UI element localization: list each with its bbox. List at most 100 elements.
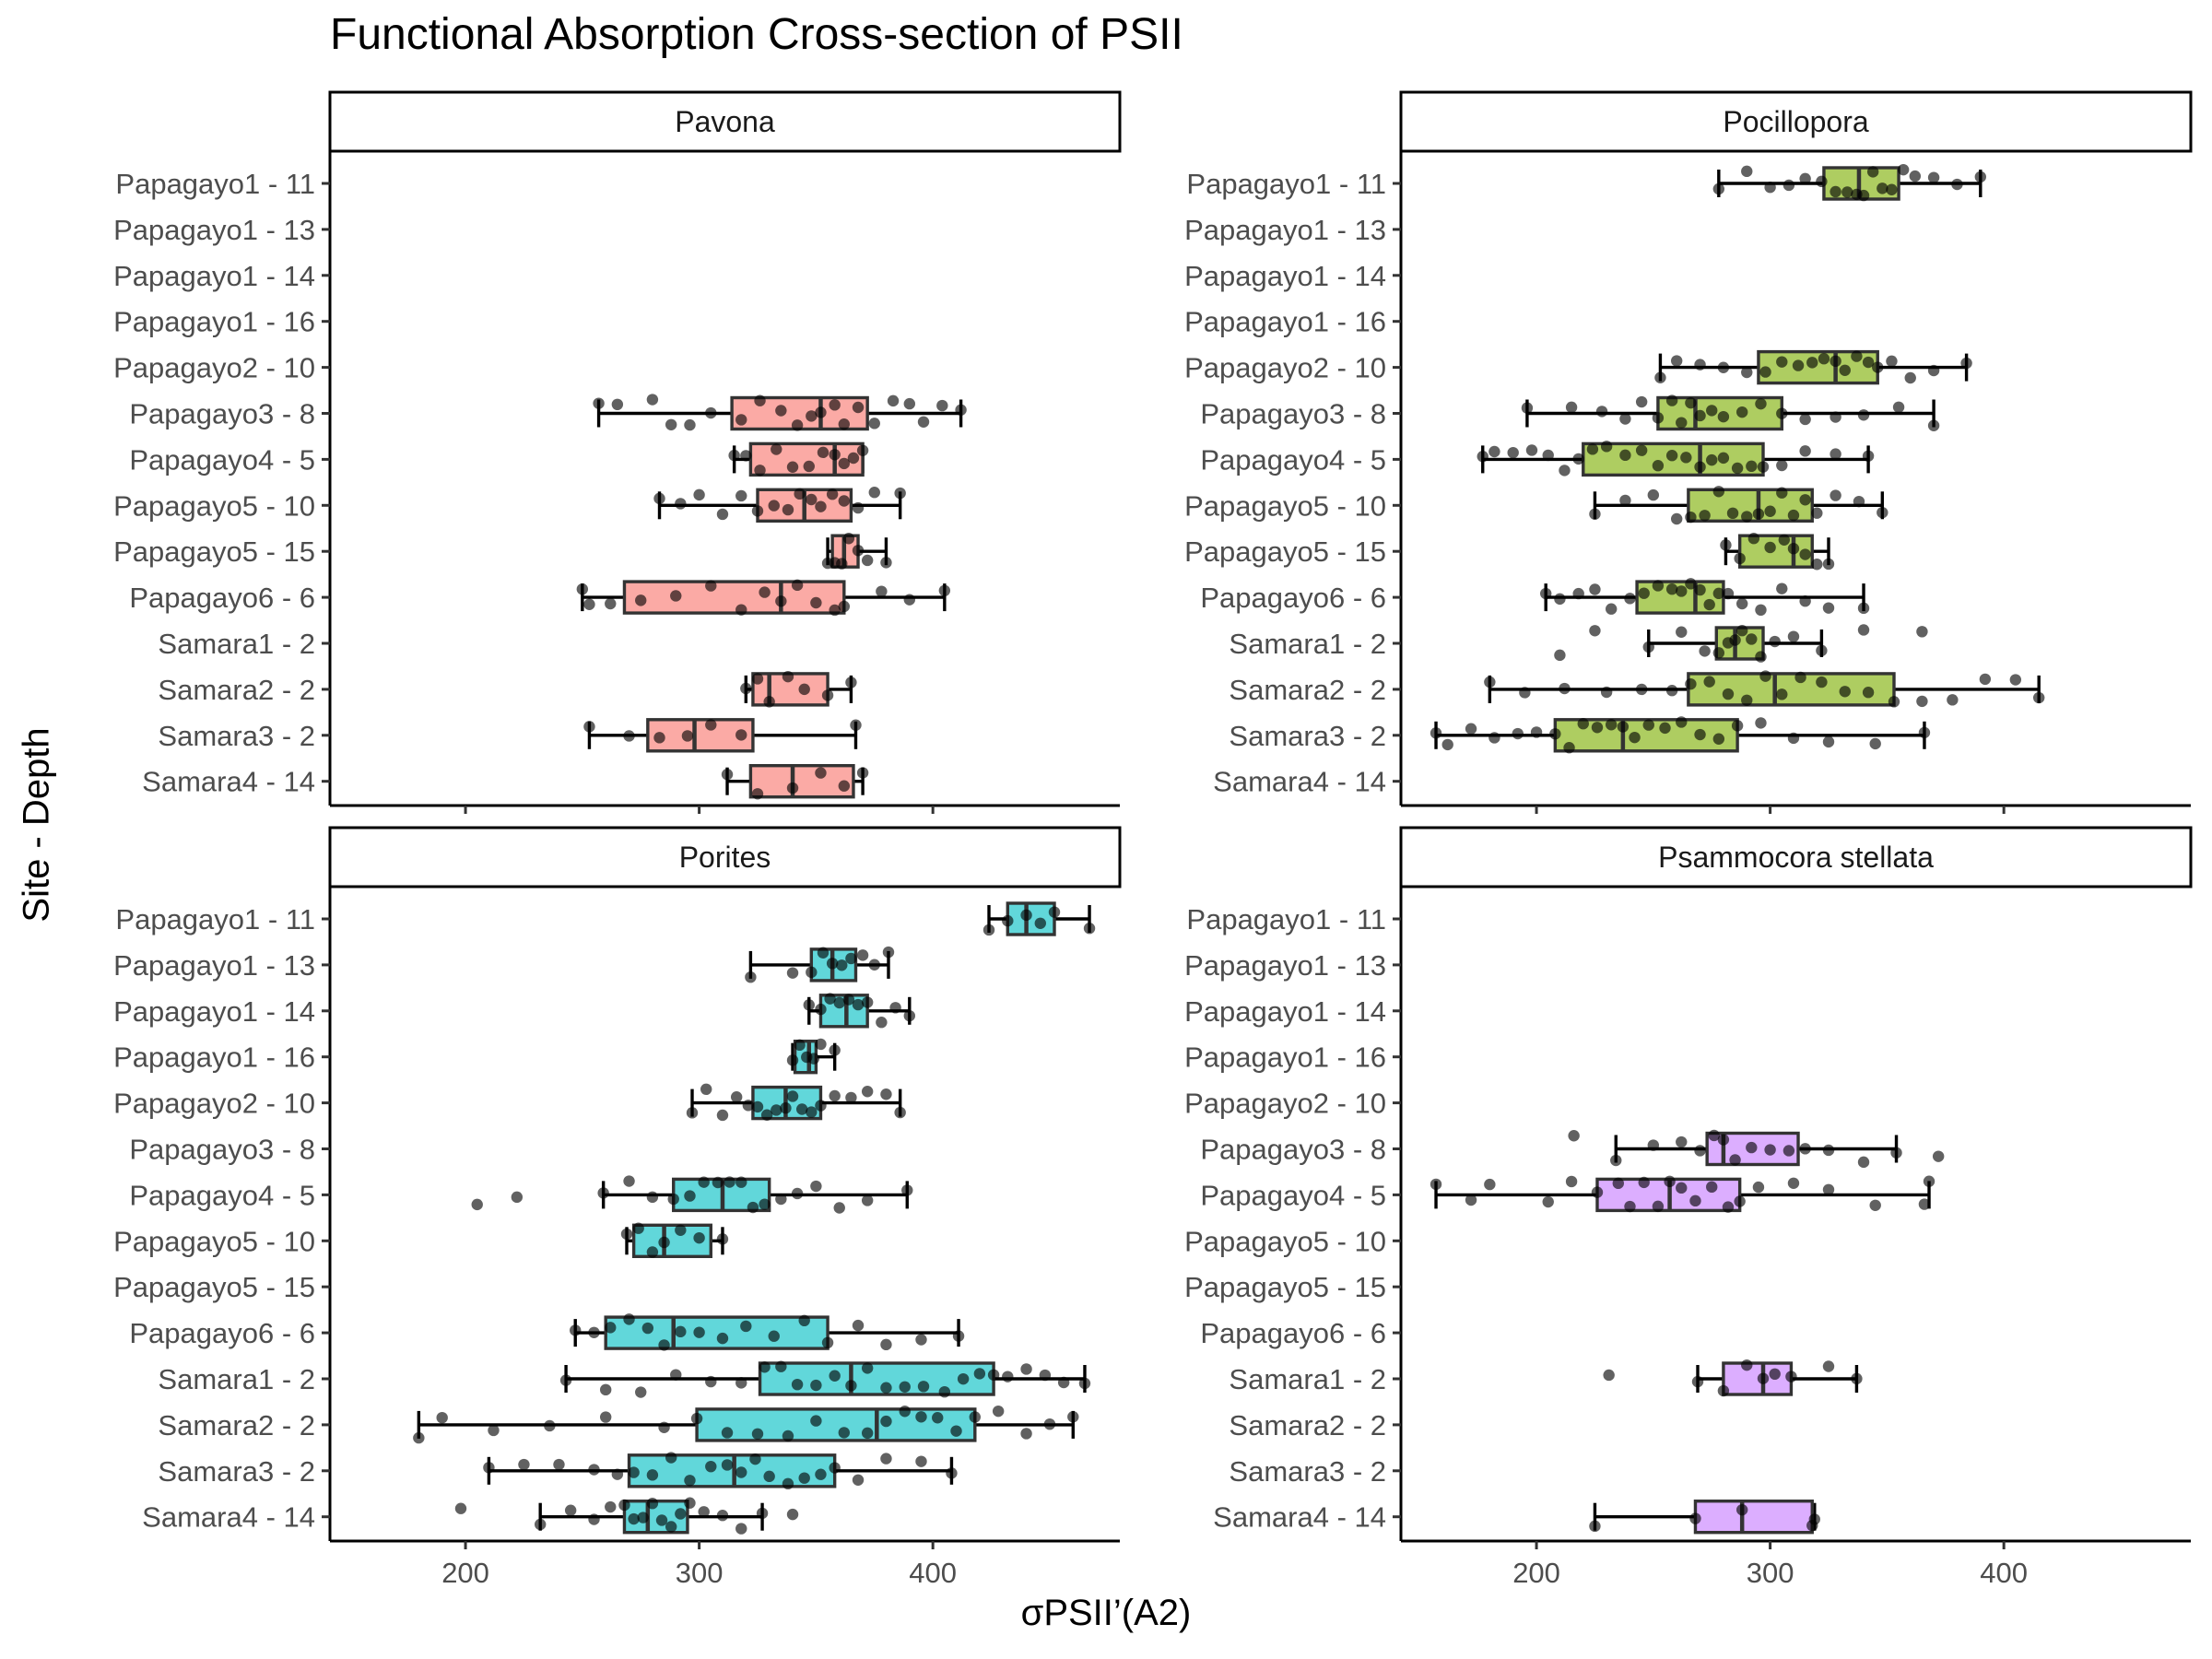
data-point	[760, 1109, 773, 1121]
data-point	[623, 1313, 635, 1325]
data-point	[1689, 1194, 1701, 1207]
data-point	[1746, 460, 1758, 473]
data-point	[1862, 687, 1875, 699]
data-point	[1759, 366, 1771, 378]
data-point	[1927, 171, 1940, 183]
data-point	[824, 993, 836, 1005]
data-point	[880, 1382, 892, 1394]
data-point	[675, 1224, 687, 1236]
data-point	[1676, 716, 1688, 728]
data-point	[1851, 350, 1863, 362]
data-point	[829, 604, 841, 617]
data-point	[599, 1383, 612, 1396]
data-point	[747, 1201, 759, 1214]
data-point	[705, 406, 717, 419]
data-point	[1619, 449, 1631, 462]
y-tick-label: Papagayo6 - 6	[1200, 1317, 1386, 1349]
y-tick-label: Samara4 - 14	[1213, 1501, 1386, 1534]
x-tick-label: 400	[909, 1557, 957, 1589]
data-point	[915, 1411, 927, 1423]
data-point	[775, 595, 787, 607]
data-point	[653, 732, 665, 744]
data-point	[1039, 1369, 1052, 1382]
data-point	[1685, 578, 1697, 590]
data-point	[771, 443, 782, 455]
data-point	[1577, 718, 1589, 730]
data-point	[1559, 465, 1571, 477]
data-point	[842, 533, 855, 545]
y-tick-label: Samara1 - 2	[1229, 628, 1386, 660]
data-point	[620, 1228, 633, 1241]
data-point	[856, 949, 869, 961]
data-point	[950, 1425, 962, 1437]
data-point	[1048, 906, 1061, 918]
data-point	[1507, 446, 1519, 459]
y-tick-label: Papagayo1 - 16	[1184, 306, 1386, 338]
data-point	[1676, 417, 1688, 429]
data-point	[599, 1411, 612, 1423]
panel-strip-label: Porites	[679, 841, 771, 874]
y-tick-label: Samara1 - 2	[158, 628, 315, 660]
y-tick-label: Papagayo2 - 10	[113, 1088, 315, 1120]
box	[1525, 395, 1936, 431]
data-point	[1799, 494, 1811, 506]
data-point	[1465, 1194, 1477, 1206]
data-point	[1712, 733, 1725, 745]
y-tick-label: Samara4 - 14	[142, 1501, 315, 1534]
data-point	[1635, 683, 1648, 696]
data-point	[759, 1361, 771, 1373]
data-point	[794, 488, 806, 500]
data-point	[1776, 487, 1788, 499]
data-point	[861, 1086, 874, 1098]
data-point	[847, 452, 860, 465]
data-point	[1659, 722, 1671, 735]
data-point	[745, 971, 757, 983]
data-point	[646, 394, 659, 406]
data-point	[826, 488, 839, 500]
data-point	[597, 1187, 609, 1199]
data-point	[1741, 694, 1753, 706]
data-point	[588, 1464, 600, 1476]
data-point	[1002, 1371, 1014, 1382]
data-point	[1020, 1363, 1032, 1375]
panel-pavona: Pavona Papagayo1 - 11 Papagayo1 - 13 Papaga…	[113, 90, 1122, 853]
data-point	[1712, 587, 1725, 600]
data-point	[1951, 178, 1963, 191]
data-point	[705, 580, 717, 592]
data-point	[1822, 558, 1835, 571]
data-point	[735, 1466, 747, 1478]
data-point	[1591, 1186, 1604, 1198]
data-point	[1734, 552, 1746, 565]
data-point	[938, 584, 951, 597]
data-point	[1752, 1181, 1765, 1194]
data-point	[829, 449, 841, 461]
data-point	[735, 1377, 747, 1389]
data-point	[1755, 604, 1767, 617]
data-point	[544, 1419, 556, 1432]
data-point	[1830, 489, 1841, 501]
data-point	[1525, 444, 1538, 456]
data-point	[791, 419, 804, 431]
data-point	[564, 1504, 577, 1516]
data-point	[903, 594, 916, 606]
data-point	[1857, 189, 1870, 202]
data-point	[511, 1191, 524, 1204]
data-point	[1729, 634, 1741, 646]
data-point	[1857, 409, 1870, 421]
y-tick-label: Papagayo5 - 15	[1184, 1271, 1386, 1303]
data-point	[1647, 1139, 1660, 1151]
data-point	[852, 998, 865, 1011]
data-point	[1799, 595, 1811, 607]
data-point	[646, 1469, 659, 1481]
data-point	[836, 959, 848, 971]
data-point	[901, 1184, 913, 1196]
data-point	[887, 394, 900, 407]
box	[417, 1407, 1075, 1442]
data-point	[1741, 165, 1753, 178]
data-point	[1927, 419, 1940, 431]
data-point	[1722, 1201, 1735, 1213]
data-point	[810, 596, 822, 609]
data-point	[1746, 1141, 1758, 1154]
data-point	[982, 924, 995, 936]
data-point	[1794, 671, 1806, 684]
